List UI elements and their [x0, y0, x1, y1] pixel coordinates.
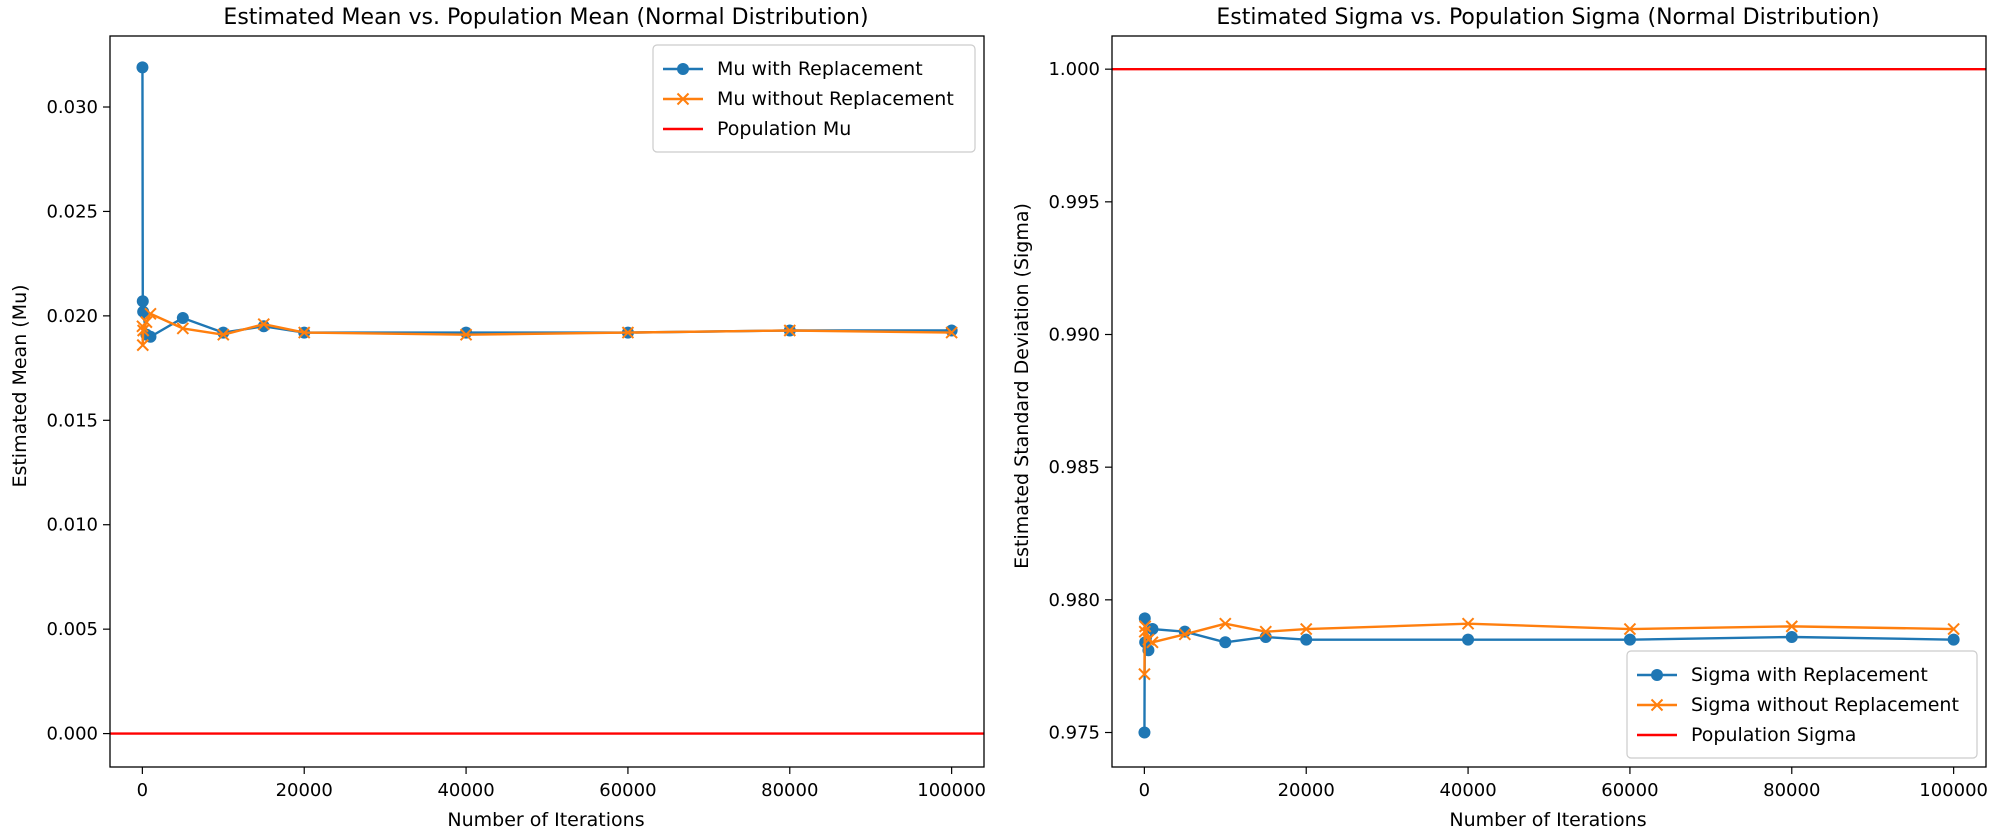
c0-legend-marker [677, 63, 689, 75]
c1-x-tick-label: 60000 [1601, 780, 1658, 801]
c0-y-tick-label: 0.010 [46, 515, 98, 536]
c1-series-0-point [1785, 630, 1798, 643]
c1-y-tick-label: 0.990 [1048, 325, 1100, 346]
c0-series-0-point [257, 320, 270, 333]
c1-x-tick-label: 0 [1139, 780, 1150, 801]
c0-y-tick-label: 0.005 [46, 619, 98, 640]
c0-series-1-point [298, 326, 311, 339]
c0-series-0-point [136, 295, 149, 308]
sigma-chart-title: Estimated Sigma vs. Population Sigma (No… [1216, 5, 1879, 30]
c1-series-1-point [1623, 622, 1637, 636]
c1-series-1-point [1138, 625, 1151, 638]
sigma-chart-xlabel: Number of Iterations [1449, 809, 1646, 831]
c0-x-tick-label: 40000 [437, 780, 494, 801]
c1-legend-marker [1651, 669, 1663, 681]
c0-y-tick-label: 0.015 [46, 410, 98, 431]
c0-series-0-point [176, 311, 189, 324]
c1-plot-frame [1111, 35, 1987, 768]
c0-legend-label: Population Mu [717, 118, 851, 140]
c1-legend-label: Sigma with Replacement [1691, 664, 1928, 686]
c1-series-1-point [1259, 625, 1272, 638]
c0-y-tick-label: 0.030 [46, 97, 98, 118]
c1-legend: Sigma with Replacement Sigma without Repl… [1626, 650, 1978, 759]
c1-series-0-point [1138, 612, 1151, 625]
c1-x-tick-label: 100000 [1919, 780, 1988, 801]
c1-series-1-point [1300, 622, 1313, 636]
c1-y-tick-label: 0.995 [1048, 192, 1100, 213]
c0-x-tick-label: 0 [137, 780, 148, 801]
c1-series-0-point [1947, 633, 1960, 646]
c0-series-1-point [217, 328, 230, 341]
c1-series-1-point [1146, 636, 1159, 649]
c1-legend-box [1626, 650, 1978, 759]
c0-series-1-point [257, 318, 270, 331]
c1-y-tick-label: 0.980 [1048, 590, 1100, 611]
c0-series-1-point [176, 322, 190, 335]
c0-x-tick-label: 20000 [276, 780, 333, 801]
c0-legend-marker [676, 92, 690, 106]
sigma-chart: Estimated Sigma vs. Population Sigma (No… [1011, 5, 1988, 831]
c1-series-1-point [1461, 617, 1475, 630]
c0-series-1-point [459, 328, 473, 341]
sigma-chart-ylabel: Estimated Standard Deviation (Sigma) [1011, 203, 1033, 569]
c0-series-1-point [144, 307, 157, 320]
c1-series-1-point [1219, 617, 1232, 630]
c1-y-tick-label: 0.975 [1048, 723, 1100, 744]
c1-series-1-point [1785, 620, 1798, 633]
c0-y-tick-label: 0.000 [46, 724, 98, 745]
c0-plot-frame [109, 35, 985, 768]
c1-series-1-point [1138, 667, 1151, 681]
c1-series-1-point [1947, 622, 1960, 636]
c1-series-0-point [1138, 726, 1151, 739]
c0-series-1-point [783, 324, 796, 337]
c0-x-tick-label: 80000 [761, 780, 818, 801]
c1-series-0-point [1462, 633, 1475, 646]
c0-series-1-point [136, 324, 150, 337]
c0-series-0-point [945, 324, 958, 337]
c1-series-0-point [1623, 633, 1636, 646]
c1-y-tick-label: 0.985 [1048, 457, 1100, 478]
c0-legend-label: Mu with Replacement [717, 58, 923, 80]
mean-chart: Estimated Mean vs. Population Mean (Norm… [9, 5, 986, 831]
c1-x-tick-label: 40000 [1439, 780, 1496, 801]
c1-series-1-point [1178, 628, 1192, 641]
c0-series-1-point [945, 326, 958, 339]
c1-series-0-point [1219, 636, 1232, 649]
c0-series-0-point [136, 61, 149, 74]
c1-x-tick-label: 80000 [1763, 780, 1820, 801]
c0-legend-label: Mu without Replacement [717, 88, 954, 110]
c1-series-1-point [1138, 620, 1152, 633]
c0-series-0-point [217, 326, 230, 339]
c0-series-1-point [136, 338, 149, 352]
c0-legend: Mu with Replacement Mu without Replacemen… [652, 44, 976, 153]
c0-series-1-point [140, 315, 153, 329]
c1-legend-label: Sigma without Replacement [1691, 694, 1959, 716]
mean-chart-ylabel: Estimated Mean (Mu) [9, 284, 31, 487]
c0-series-0-point [460, 326, 473, 339]
mean-chart-title: Estimated Mean vs. Population Mean (Norm… [223, 5, 868, 30]
c1-y-tick-label: 1.000 [1048, 59, 1100, 80]
c0-series-1-point [621, 326, 635, 339]
c0-legend-box [652, 44, 976, 153]
c0-y-tick-label: 0.025 [46, 201, 98, 222]
c1-x-tick-label: 20000 [1278, 780, 1335, 801]
mean-chart-xlabel: Number of Iterations [447, 809, 644, 831]
c0-y-tick-label: 0.020 [46, 306, 98, 327]
c1-legend-label: Population Sigma [1691, 724, 1856, 746]
c1-series-0-point [1300, 633, 1313, 646]
c1-legend-marker [1650, 698, 1664, 712]
c0-x-tick-label: 60000 [599, 780, 656, 801]
c0-x-tick-label: 100000 [917, 780, 986, 801]
